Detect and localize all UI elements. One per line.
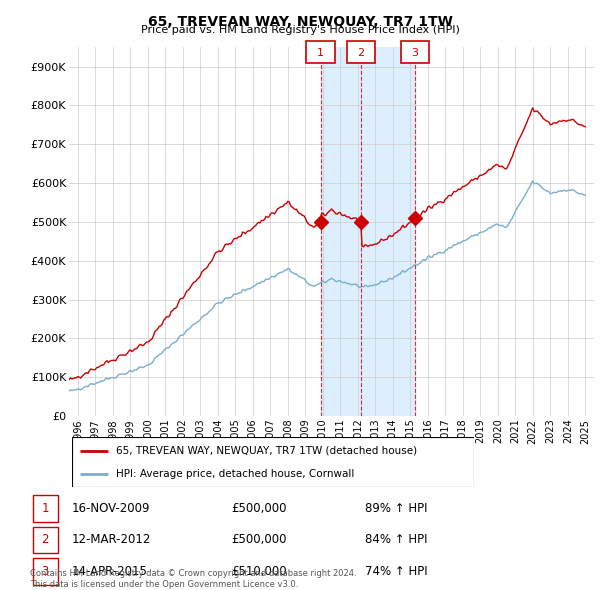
FancyBboxPatch shape [401, 41, 430, 63]
Text: 65, TREVEAN WAY, NEWQUAY, TR7 1TW: 65, TREVEAN WAY, NEWQUAY, TR7 1TW [148, 15, 452, 29]
Text: 1: 1 [317, 48, 324, 58]
Text: £510,000: £510,000 [231, 565, 287, 578]
Bar [320, 47, 361, 416]
Text: 65, TREVEAN WAY, NEWQUAY, TR7 1TW (detached house): 65, TREVEAN WAY, NEWQUAY, TR7 1TW (detac… [116, 445, 418, 455]
Text: 16-NOV-2009: 16-NOV-2009 [72, 502, 151, 515]
FancyBboxPatch shape [33, 495, 58, 522]
Text: 3: 3 [412, 48, 419, 58]
Bar [361, 47, 415, 416]
Text: Contains HM Land Registry data © Crown copyright and database right 2024.
This d: Contains HM Land Registry data © Crown c… [30, 569, 356, 589]
Text: 84% ↑ HPI: 84% ↑ HPI [365, 533, 427, 546]
Text: 74% ↑ HPI: 74% ↑ HPI [365, 565, 427, 578]
Text: Price paid vs. HM Land Registry's House Price Index (HPI): Price paid vs. HM Land Registry's House … [140, 25, 460, 35]
Text: 14-APR-2015: 14-APR-2015 [72, 565, 148, 578]
Text: £500,000: £500,000 [231, 502, 286, 515]
Text: 2: 2 [41, 533, 49, 546]
Text: 3: 3 [41, 565, 49, 578]
FancyBboxPatch shape [72, 437, 474, 487]
Text: 1: 1 [41, 502, 49, 515]
FancyBboxPatch shape [307, 41, 335, 63]
FancyBboxPatch shape [33, 558, 58, 585]
Text: £500,000: £500,000 [231, 533, 286, 546]
Text: 89% ↑ HPI: 89% ↑ HPI [365, 502, 427, 515]
Text: 2: 2 [358, 48, 365, 58]
Text: HPI: Average price, detached house, Cornwall: HPI: Average price, detached house, Corn… [116, 469, 355, 479]
Text: 12-MAR-2012: 12-MAR-2012 [72, 533, 151, 546]
FancyBboxPatch shape [347, 41, 375, 63]
FancyBboxPatch shape [33, 527, 58, 553]
